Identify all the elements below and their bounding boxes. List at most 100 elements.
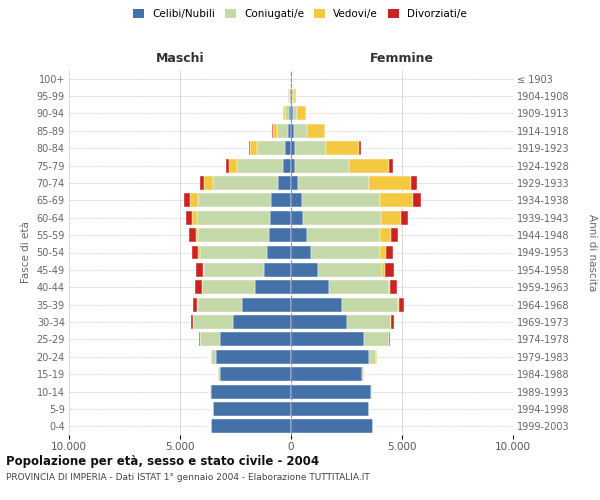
Bar xyxy=(291,228,307,242)
Bar xyxy=(289,106,291,120)
Bar xyxy=(249,142,250,155)
Bar xyxy=(291,332,364,346)
Bar xyxy=(291,246,311,260)
Bar xyxy=(380,194,413,207)
Bar xyxy=(289,89,290,103)
Bar xyxy=(291,315,347,329)
Bar xyxy=(283,106,285,120)
Bar xyxy=(202,280,256,294)
Bar xyxy=(278,176,291,190)
Bar xyxy=(283,158,291,172)
Bar xyxy=(362,367,364,381)
Bar xyxy=(307,228,380,242)
Bar xyxy=(270,211,291,224)
Bar xyxy=(368,176,411,190)
Bar xyxy=(265,263,291,277)
Bar xyxy=(199,332,200,346)
Bar xyxy=(391,280,397,294)
Bar xyxy=(382,263,385,277)
Bar xyxy=(411,176,417,190)
Bar xyxy=(291,420,373,434)
Bar xyxy=(220,367,291,381)
Bar xyxy=(266,246,291,260)
Y-axis label: Fasce di età: Fasce di età xyxy=(21,222,31,284)
Bar xyxy=(364,332,389,346)
Bar xyxy=(193,315,233,329)
Bar xyxy=(193,298,197,312)
Bar xyxy=(291,280,329,294)
Bar xyxy=(250,142,257,155)
Bar xyxy=(256,280,291,294)
Bar xyxy=(381,211,401,224)
Legend: Celibi/Nubili, Coniugati/e, Vedovi/e, Divorziati/e: Celibi/Nubili, Coniugati/e, Vedovi/e, Di… xyxy=(129,5,471,24)
Bar xyxy=(291,402,368,416)
Bar xyxy=(291,211,303,224)
Bar xyxy=(295,158,349,172)
Bar xyxy=(190,228,196,242)
Bar xyxy=(291,89,292,103)
Bar xyxy=(218,367,220,381)
Bar xyxy=(291,176,298,190)
Bar xyxy=(214,402,291,416)
Bar xyxy=(184,194,190,207)
Bar xyxy=(371,384,372,398)
Bar xyxy=(203,263,205,277)
Bar xyxy=(233,315,291,329)
Bar xyxy=(190,194,198,207)
Bar xyxy=(211,384,291,398)
Bar xyxy=(210,384,211,398)
Bar xyxy=(215,350,291,364)
Bar xyxy=(389,158,393,172)
Bar xyxy=(220,332,291,346)
Bar xyxy=(303,211,381,224)
Bar xyxy=(198,246,200,260)
Bar xyxy=(211,350,215,364)
Bar xyxy=(380,228,391,242)
Text: Popolazione per età, sesso e stato civile - 2004: Popolazione per età, sesso e stato civil… xyxy=(6,455,319,468)
Bar xyxy=(311,246,380,260)
Bar xyxy=(297,106,306,120)
Bar xyxy=(342,298,398,312)
Bar xyxy=(380,246,386,260)
Bar xyxy=(292,89,293,103)
Bar xyxy=(349,158,389,172)
Bar xyxy=(295,142,326,155)
Bar xyxy=(386,246,393,260)
Bar xyxy=(229,158,236,172)
Bar xyxy=(298,176,369,190)
Bar xyxy=(211,420,291,434)
Bar xyxy=(291,350,368,364)
Bar xyxy=(205,263,265,277)
Bar xyxy=(290,89,291,103)
Text: Maschi: Maschi xyxy=(155,52,205,65)
Text: PROVINCIA DI IMPERIA - Dati ISTAT 1° gennaio 2004 - Elaborazione TUTTITALIA.IT: PROVINCIA DI IMPERIA - Dati ISTAT 1° gen… xyxy=(6,472,370,482)
Bar xyxy=(391,315,394,329)
Bar xyxy=(205,176,214,190)
Bar xyxy=(291,194,302,207)
Bar xyxy=(193,246,198,260)
Bar xyxy=(385,263,394,277)
Bar xyxy=(198,298,242,312)
Bar xyxy=(317,263,382,277)
Bar xyxy=(273,124,277,138)
Bar xyxy=(200,332,220,346)
Bar xyxy=(196,263,203,277)
Bar xyxy=(236,158,283,172)
Bar xyxy=(413,194,421,207)
Bar xyxy=(307,124,325,138)
Bar xyxy=(289,124,291,138)
Bar xyxy=(277,124,289,138)
Bar xyxy=(271,194,291,207)
Bar xyxy=(293,124,307,138)
Bar xyxy=(389,332,390,346)
Bar xyxy=(291,384,371,398)
Bar xyxy=(185,211,192,224)
Bar xyxy=(368,350,376,364)
Bar xyxy=(291,124,293,138)
Bar xyxy=(226,158,229,172)
Bar xyxy=(285,106,289,120)
Bar xyxy=(242,298,291,312)
Bar xyxy=(291,367,362,381)
Bar xyxy=(197,211,270,224)
Bar xyxy=(198,228,269,242)
